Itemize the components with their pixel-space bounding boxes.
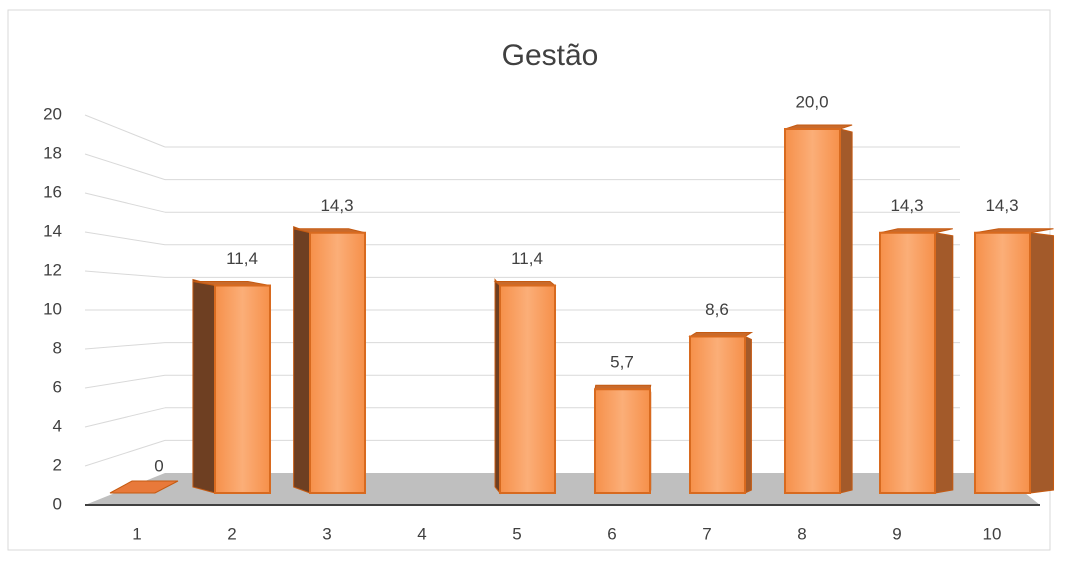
bar: [594, 384, 652, 495]
x-tick-label: 8: [797, 524, 806, 543]
bar-side: [192, 278, 216, 494]
bar-flat: [109, 480, 179, 494]
grid-line: [84, 114, 166, 148]
grid-line: [84, 374, 166, 389]
bar: [688, 331, 754, 495]
data-label: 14,3: [890, 196, 923, 215]
x-tick-label: 3: [322, 524, 331, 543]
bar-front: [594, 388, 651, 495]
grid-line: [84, 342, 166, 350]
y-tick-label: 20: [43, 104, 62, 123]
data-label: 11,4: [511, 249, 543, 268]
bar-front: [499, 284, 556, 494]
data-label: 0: [154, 456, 163, 475]
grid-line: [84, 153, 166, 181]
y-tick-label: 0: [53, 494, 62, 513]
chart-title: Gestão: [502, 39, 599, 72]
y-tick-label: 10: [43, 299, 62, 318]
y-tick-label: 2: [53, 455, 62, 474]
x-tick-label: 5: [512, 524, 521, 543]
bar-front: [309, 231, 366, 495]
data-label: 20,0: [795, 92, 828, 111]
data-label: 8,6: [705, 300, 729, 319]
grid-line: [84, 270, 166, 278]
y-tick-label: 4: [53, 416, 62, 435]
x-tick-label: 7: [702, 524, 711, 543]
data-label: 5,7: [610, 353, 634, 372]
x-tick-label: 4: [417, 524, 426, 543]
bar: [192, 278, 271, 494]
bar-side: [934, 232, 954, 494]
bar-front: [784, 128, 841, 494]
y-tick-label: 18: [43, 143, 62, 162]
bar: [879, 228, 954, 495]
x-tick-label: 9: [892, 524, 901, 543]
data-label: 14,3: [985, 196, 1018, 215]
bar-front: [879, 231, 936, 495]
x-tick-label: 6: [607, 524, 616, 543]
bar-side: [1029, 232, 1055, 494]
bar-front: [214, 284, 271, 494]
data-label: 14,3: [320, 196, 353, 215]
x-tick-label: 10: [983, 524, 1002, 543]
bar: [784, 124, 853, 494]
data-label: 11,4: [226, 249, 258, 268]
y-tick-label: 12: [43, 260, 62, 279]
y-tick-label: 8: [53, 338, 62, 357]
y-tick-label: 14: [43, 221, 62, 240]
bar-side: [839, 128, 853, 494]
x-tick-label: 2: [227, 524, 236, 543]
bar: [493, 278, 557, 495]
grid-line: [84, 231, 166, 246]
y-tick-label: 6: [53, 377, 62, 396]
bar: [974, 228, 1055, 495]
bar-side: [293, 226, 311, 494]
bar-front: [689, 335, 746, 495]
grid-line: [84, 407, 166, 428]
y-tick-label: 16: [43, 182, 62, 201]
x-tick-label: 1: [132, 524, 141, 543]
grid-line: [84, 439, 166, 467]
bar: [109, 480, 179, 494]
bar: [293, 226, 366, 495]
grid-line: [84, 192, 166, 213]
bar-front: [974, 231, 1031, 495]
